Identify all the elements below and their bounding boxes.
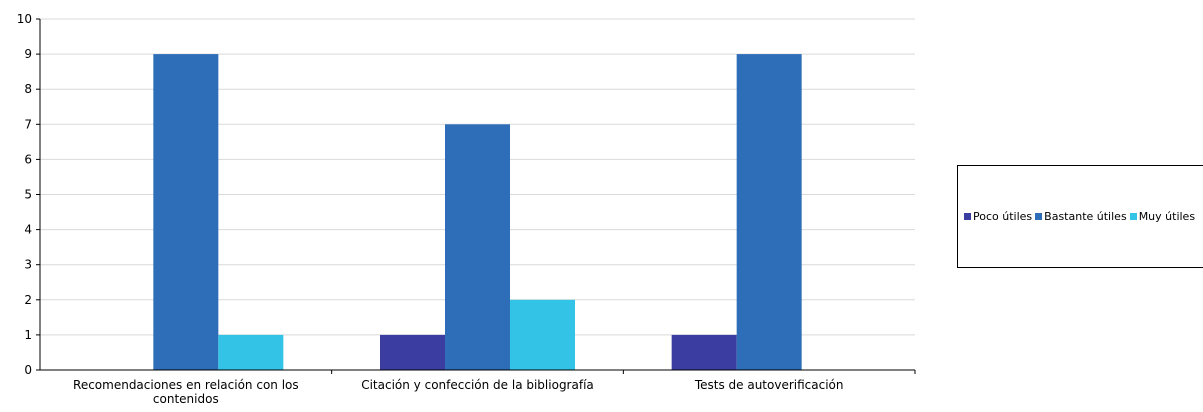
bar-poco-tiles-1 <box>380 334 445 370</box>
bar-bastante-tiles-1 <box>445 124 510 370</box>
y-tick-label: 9 <box>24 47 32 61</box>
legend-items: Poco útiles Bastante útiles Muy útiles <box>964 210 1198 223</box>
y-tick-label: 6 <box>24 152 32 166</box>
legend-swatch-bastante-utiles <box>1035 213 1043 220</box>
y-tick-label: 7 <box>24 117 32 131</box>
legend-item-muy-utiles: Muy útiles <box>1129 210 1196 223</box>
y-tick-label: 8 <box>24 82 32 96</box>
axes <box>36 18 916 374</box>
y-tick-label: 4 <box>24 223 32 237</box>
y-tick-label: 10 <box>17 12 32 26</box>
y-tick-labels: 0 1 2 3 4 5 6 7 8 9 10 <box>17 12 32 377</box>
legend-label-poco-utiles: Poco útiles <box>973 210 1033 223</box>
bar-muy-tiles-0 <box>218 334 284 370</box>
bar-bastante-tiles-2 <box>736 54 802 370</box>
legend-item-poco-utiles: Poco útiles <box>964 210 1032 223</box>
x-category-label: Tests de autoverificación <box>694 378 844 392</box>
legend-swatch-poco-utiles <box>964 213 971 220</box>
legend-label-bastante-utiles: Bastante útiles <box>1044 210 1127 223</box>
y-tick-label: 2 <box>24 293 32 307</box>
x-category-label: contenidos <box>153 392 219 406</box>
legend: Poco útiles Bastante útiles Muy útiles <box>957 165 1203 268</box>
bar-muy-tiles-1 <box>510 299 575 370</box>
bars <box>153 54 802 370</box>
x-category-labels: Recomendaciones en relación con losconte… <box>73 378 843 406</box>
legend-swatch-muy-utiles <box>1129 213 1137 220</box>
bar-poco-tiles-2 <box>671 334 737 370</box>
x-category-label: Recomendaciones en relación con los <box>73 378 299 392</box>
y-tick-label: 0 <box>24 363 32 377</box>
x-category-label: Citación y confección de la bibliografía <box>361 378 594 392</box>
legend-item-bastante-utiles: Bastante útiles <box>1035 210 1127 223</box>
y-tick-label: 5 <box>24 188 32 202</box>
y-tick-label: 3 <box>24 258 32 272</box>
bar-bastante-tiles-0 <box>153 54 219 370</box>
y-tick-label: 1 <box>24 328 32 342</box>
bar-chart: 0 1 2 3 4 5 6 7 8 9 10 Recomendaciones en relación… <box>17 12 916 406</box>
legend-label-muy-utiles: Muy útiles <box>1138 210 1196 223</box>
